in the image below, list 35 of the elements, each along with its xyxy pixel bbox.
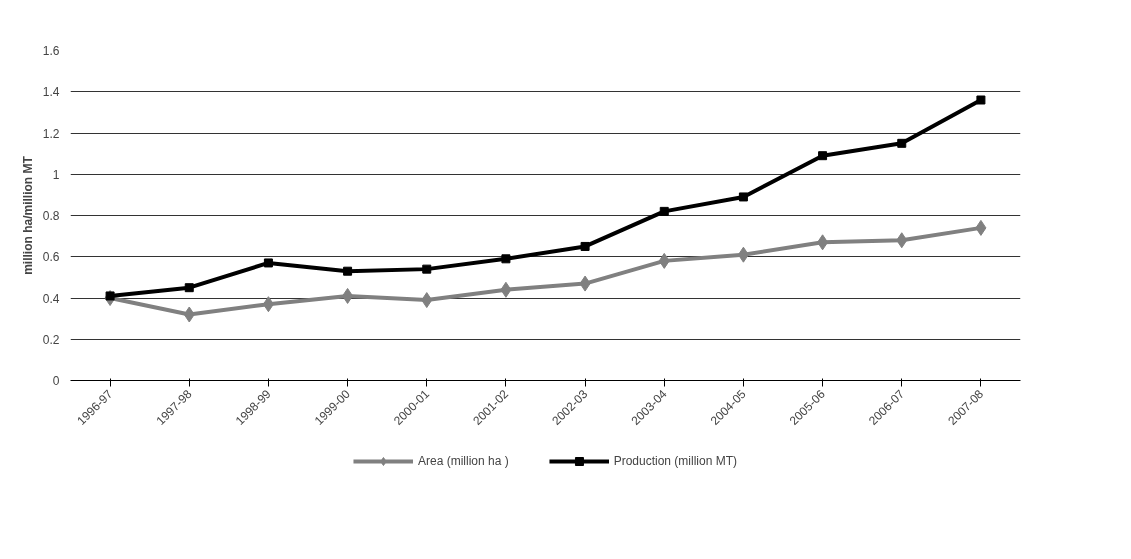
y-tick-label: 1.4 <box>42 85 60 100</box>
point <box>421 292 433 309</box>
point <box>737 246 749 263</box>
point <box>342 287 354 304</box>
y-tick-label: 1.2 <box>42 126 60 141</box>
point <box>580 241 590 251</box>
y-tick-label: 0.6 <box>42 250 60 265</box>
point <box>579 275 591 292</box>
point <box>105 291 115 301</box>
legend-label: Production (million MT) <box>613 454 738 468</box>
point <box>422 264 432 274</box>
point <box>501 254 511 264</box>
point <box>658 252 670 269</box>
y-tick-label: 1.6 <box>42 44 60 58</box>
point <box>818 151 828 161</box>
y-tick-label: 0.2 <box>42 332 60 347</box>
point <box>976 95 986 105</box>
legend-label: Area (million ha ) <box>417 454 509 468</box>
point <box>659 206 669 216</box>
point <box>262 296 274 313</box>
point <box>897 138 907 148</box>
y-tick-label: 0.4 <box>42 291 60 306</box>
point <box>817 234 829 251</box>
point <box>184 283 194 293</box>
point <box>975 219 987 236</box>
point <box>500 281 512 298</box>
point <box>896 232 908 249</box>
point <box>263 258 273 268</box>
y-tick-label: 0 <box>52 374 60 388</box>
point <box>343 266 353 276</box>
point <box>738 192 748 202</box>
y-tick-label: 1 <box>52 167 60 182</box>
point <box>183 306 195 323</box>
y-axis-title: million ha/million MT <box>20 155 35 275</box>
y-tick-label: 0.8 <box>42 209 60 223</box>
